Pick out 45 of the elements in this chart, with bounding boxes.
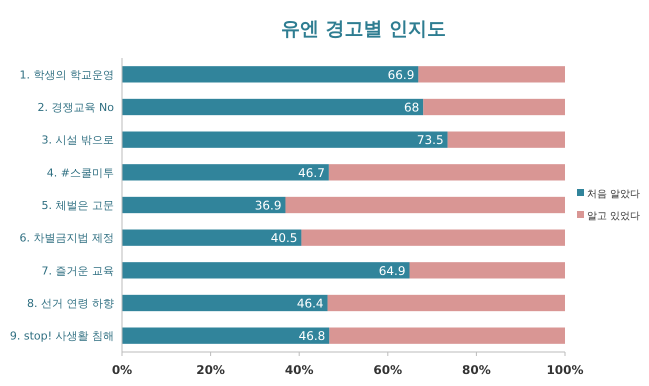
bar [122,98,424,116]
bar [122,262,410,278]
data-label: 40.5 [270,231,298,246]
bar [328,294,565,312]
bar [423,98,565,116]
bar [418,66,565,82]
y-tick-label: 4. #스쿨미투 [46,166,114,180]
bar [410,262,565,278]
data-label: 73.5 [416,133,444,148]
data-label: 36.9 [254,198,282,212]
y-tick-label: 7. 즐거운 교육 [42,264,114,278]
bar [448,132,565,148]
bar [122,132,448,148]
bar [122,164,329,180]
data-label: 66.9 [388,68,414,82]
x-tick-label: 0% [112,363,132,377]
y-tick-label: 5. 체벌은 고문 [42,199,114,212]
bar [329,328,565,344]
chart-title: 유엔 경고별 인지도 [280,18,446,40]
bar [122,294,328,312]
bar [122,66,418,82]
bar [301,230,565,246]
x-tick-label: 100% [546,363,584,377]
y-tick-label: 3. 시설 밖으로 [42,134,114,147]
y-tick-label: 8. 선거 연령 하향 [27,297,114,310]
bar [328,164,565,180]
data-label: 68 [404,100,420,114]
data-label: 46.7 [298,166,325,180]
bar [122,230,302,246]
data-label: 46.4 [296,296,324,310]
legend-label: 처음 알았다 [587,189,640,200]
x-tick-label: 60% [373,363,402,377]
y-tick-label: 9. stop! 사생활 침해 [10,330,114,343]
y-tick-label: 1. 학생의 학교운영 [20,68,114,82]
legend-label: 알고 있었다 [587,211,640,222]
y-tick-label: 2. 경쟁교육 No [38,101,114,114]
data-label: 64.9 [378,264,406,278]
y-tick-label: 6. 차별금지법 제정 [20,232,114,245]
bar [122,196,286,214]
bar [285,196,565,214]
x-tick-label: 40% [284,363,314,377]
bar [122,328,330,344]
x-tick-label: 80% [462,363,491,377]
data-label: 46.8 [298,329,326,344]
x-tick-label: 20% [196,363,225,377]
